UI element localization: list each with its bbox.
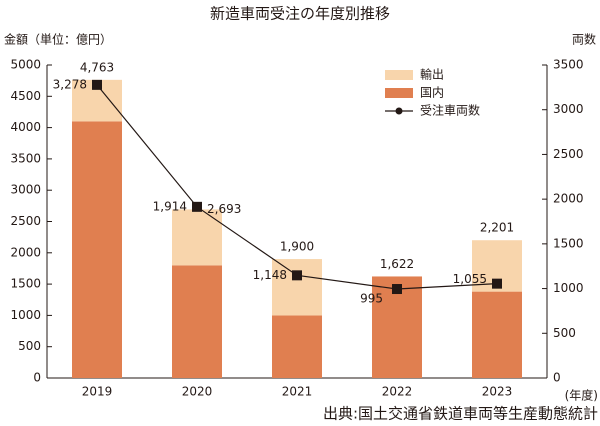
line-value-label: 1,914: [153, 199, 187, 213]
bar-segment: [172, 209, 222, 266]
legend-swatch: [385, 70, 413, 80]
y2-tick-label: 2500: [553, 147, 584, 161]
line-value-label: 1,055: [453, 272, 487, 286]
line-marker: [292, 270, 302, 281]
total-label: 2,693: [207, 202, 241, 216]
line-marker: [92, 79, 102, 90]
legend-marker: [395, 107, 403, 115]
total-label: 1,622: [380, 257, 414, 271]
y2-tick-label: 3500: [553, 58, 584, 72]
bar-segment: [272, 315, 322, 378]
x-tick-label: 2019: [82, 385, 113, 399]
x-tick-label: 2020: [182, 385, 213, 399]
bar-segment: [72, 121, 122, 378]
y-tick-label: 1500: [10, 277, 41, 291]
y2-axis-label: 両数: [572, 32, 596, 47]
line-value-label: 995: [360, 292, 383, 306]
x-tick-label: 2022: [382, 385, 413, 399]
bar-segment: [172, 265, 222, 378]
chart-title: 新造車両受注の年度別推移: [210, 5, 390, 23]
y-tick-label: 0: [33, 371, 41, 385]
y2-tick-label: 500: [553, 326, 576, 340]
x-tick-label: 2021: [282, 385, 313, 399]
line-value-label: 1,148: [253, 268, 287, 282]
y-tick-label: 4000: [10, 120, 41, 134]
line-marker: [192, 201, 202, 212]
line-marker: [492, 278, 502, 289]
legend-label: 輸出: [420, 67, 444, 82]
y-tick-label: 5000: [10, 58, 41, 72]
y2-tick-label: 1500: [553, 236, 584, 250]
total-label: 1,900: [280, 240, 314, 254]
y2-tick-label: 0: [553, 371, 561, 385]
y2-tick-label: 3000: [553, 102, 584, 116]
y2-tick-label: 1000: [553, 281, 584, 295]
y-tick-label: 2500: [10, 214, 41, 228]
source: 出典:国土交通省鉄道車両等生産動態統計: [323, 405, 598, 423]
legend-swatch: [385, 88, 413, 98]
line-marker: [392, 284, 402, 295]
y-tick-label: 1000: [10, 308, 41, 322]
legend-label: 国内: [420, 86, 444, 100]
y-tick-label: 2000: [10, 245, 41, 259]
y-tick-label: 3500: [10, 151, 41, 165]
y-axis-label: 金額（単位：億円）: [4, 32, 112, 47]
x-axis-label: (年度): [565, 388, 598, 403]
total-label: 4,763: [80, 60, 114, 74]
line-value-label: 3,278: [53, 77, 87, 91]
bar-segment: [472, 291, 522, 378]
y2-tick-label: 2000: [553, 192, 584, 206]
y-tick-label: 3000: [10, 183, 41, 197]
y-tick-label: 4500: [10, 89, 41, 103]
bar-segment: [272, 259, 322, 316]
y-tick-label: 500: [18, 339, 41, 353]
total-label: 2,201: [480, 221, 514, 235]
legend-label: 受注車両数: [420, 103, 480, 118]
x-tick-label: 2023: [482, 385, 513, 399]
